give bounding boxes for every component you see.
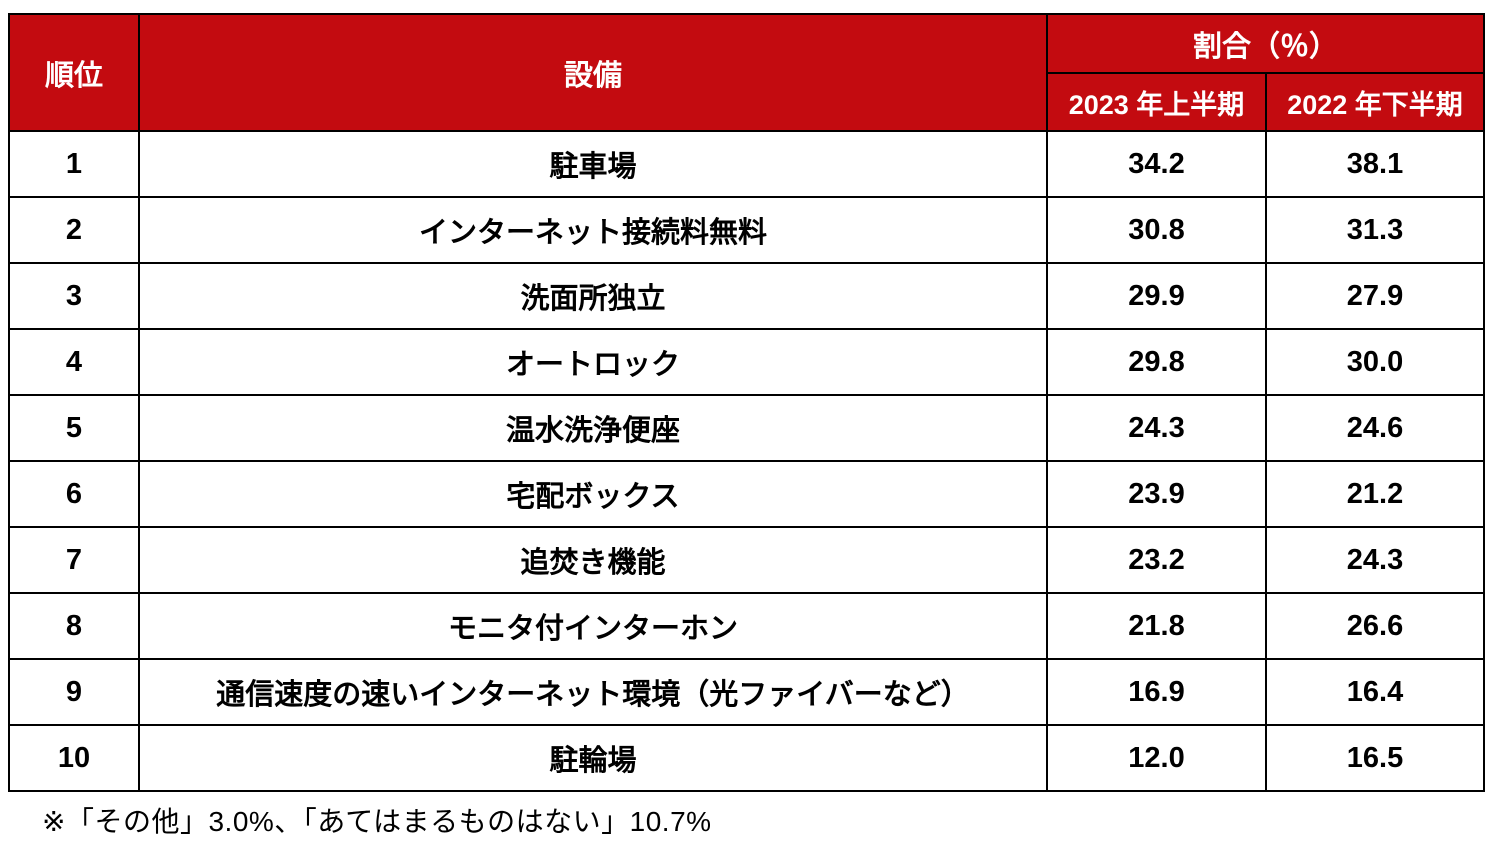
rank-cell: 3 bbox=[8, 262, 140, 330]
value-2023-cell: 30.8 bbox=[1046, 196, 1267, 264]
table-row: 1 駐車場 34.2 38.1 bbox=[8, 130, 1486, 198]
rank-cell: 1 bbox=[8, 130, 140, 198]
table-row: 7 追焚き機能 23.2 24.3 bbox=[8, 526, 1486, 594]
value-2022-cell: 21.2 bbox=[1264, 460, 1486, 528]
facility-cell: 温水洗浄便座 bbox=[138, 394, 1048, 462]
facility-cell: 洗面所独立 bbox=[138, 262, 1048, 330]
value-2022-cell: 16.5 bbox=[1264, 724, 1486, 792]
rank-cell: 4 bbox=[8, 328, 140, 396]
facility-cell: 宅配ボックス bbox=[138, 460, 1048, 528]
header-facility: 設備 bbox=[138, 13, 1048, 132]
facility-cell: 駐輪場 bbox=[138, 724, 1048, 792]
value-2022-cell: 16.4 bbox=[1264, 658, 1486, 726]
table-row: 9 通信速度の速いインターネット環境（光ファイバーなど） 16.9 16.4 bbox=[8, 658, 1486, 726]
value-2023-cell: 12.0 bbox=[1046, 724, 1267, 792]
facility-cell: 駐車場 bbox=[138, 130, 1048, 198]
rank-cell: 8 bbox=[8, 592, 140, 660]
value-2023-cell: 29.9 bbox=[1046, 262, 1267, 330]
value-2023-cell: 29.8 bbox=[1046, 328, 1267, 396]
value-2022-cell: 27.9 bbox=[1264, 262, 1486, 330]
table-row: 6 宅配ボックス 23.9 21.2 bbox=[8, 460, 1486, 528]
value-2023-cell: 21.8 bbox=[1046, 592, 1267, 660]
header-ratio-group: 割合（％） bbox=[1045, 13, 1486, 74]
value-2023-cell: 24.3 bbox=[1046, 394, 1267, 462]
value-2023-cell: 16.9 bbox=[1046, 658, 1267, 726]
facility-cell: 通信速度の速いインターネット環境（光ファイバーなど） bbox=[138, 658, 1048, 726]
value-2022-cell: 31.3 bbox=[1264, 196, 1486, 264]
value-2022-cell: 26.6 bbox=[1264, 592, 1486, 660]
value-2022-cell: 24.3 bbox=[1264, 526, 1486, 594]
rank-cell: 7 bbox=[8, 526, 140, 594]
facility-cell: 追焚き機能 bbox=[138, 526, 1048, 594]
rank-cell: 10 bbox=[8, 724, 140, 792]
table-row: 10 駐輪場 12.0 16.5 bbox=[8, 724, 1486, 792]
table-row: 3 洗面所独立 29.9 27.9 bbox=[8, 262, 1486, 330]
rank-cell: 6 bbox=[8, 460, 140, 528]
table-row: 2 インターネット接続料無料 30.8 31.3 bbox=[8, 196, 1486, 264]
header-rank: 順位 bbox=[8, 13, 140, 132]
header-period-2023: 2023 年上半期 bbox=[1046, 72, 1267, 132]
value-2022-cell: 38.1 bbox=[1264, 130, 1486, 198]
value-2023-cell: 34.2 bbox=[1046, 130, 1267, 198]
rank-cell: 9 bbox=[8, 658, 140, 726]
facility-ranking-table: 順位 設備 割合（％） 2023 年上半期 2022 年下半期 1 駐車場 34… bbox=[8, 13, 1486, 792]
facility-cell: モニタ付インターホン bbox=[138, 592, 1048, 660]
header-period-2022: 2022 年下半期 bbox=[1264, 72, 1486, 132]
footnote-text: ※「その他」3.0%、「あてはまるものはない」10.7% bbox=[42, 806, 712, 837]
facility-cell: インターネット接続料無料 bbox=[138, 196, 1048, 264]
value-2023-cell: 23.9 bbox=[1046, 460, 1267, 528]
value-2022-cell: 30.0 bbox=[1264, 328, 1486, 396]
value-2022-cell: 24.6 bbox=[1264, 394, 1486, 462]
table-row: 4 オートロック 29.8 30.0 bbox=[8, 328, 1486, 396]
table-row: 8 モニタ付インターホン 21.8 26.6 bbox=[8, 592, 1486, 660]
rank-cell: 2 bbox=[8, 196, 140, 264]
rank-cell: 5 bbox=[8, 394, 140, 462]
facility-cell: オートロック bbox=[138, 328, 1048, 396]
table-row: 5 温水洗浄便座 24.3 24.6 bbox=[8, 394, 1486, 462]
value-2023-cell: 23.2 bbox=[1046, 526, 1267, 594]
